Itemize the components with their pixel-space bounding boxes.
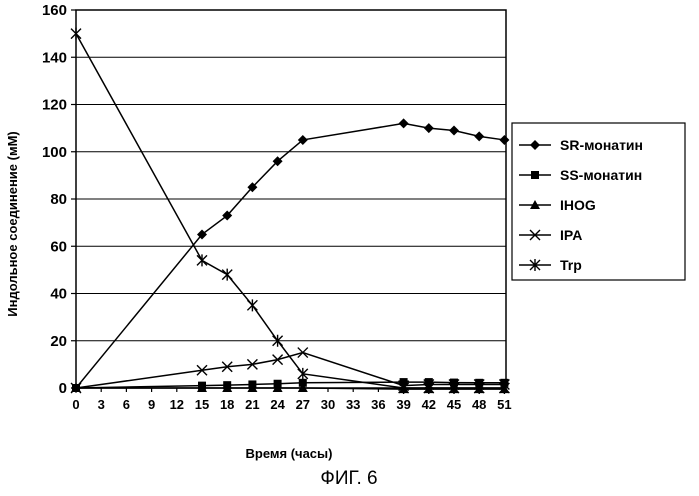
x-tick-label: 30	[321, 397, 335, 412]
x-tick-label: 39	[396, 397, 410, 412]
x-tick-label: 33	[346, 397, 360, 412]
y-axis: 0 20 40 60 80 100 120 140 160	[42, 2, 76, 397]
legend-marker	[531, 171, 539, 179]
data-point	[499, 135, 509, 145]
series-1	[71, 118, 509, 393]
y-tick-label: 100	[42, 144, 67, 161]
figure-caption: ФИГ. 6	[320, 468, 377, 489]
y-tick-label: 120	[42, 97, 67, 114]
y-tick-label: 160	[42, 2, 67, 19]
y-tick-label: 60	[50, 238, 67, 255]
x-tick-label: 12	[170, 397, 184, 412]
data-point	[222, 269, 232, 281]
x-tick-label: 36	[371, 397, 385, 412]
y-tick-label: 0	[59, 380, 67, 397]
x-tick-label: 45	[447, 397, 461, 412]
series-line	[76, 123, 504, 388]
x-tick-label: 6	[123, 397, 130, 412]
legend: SR-монатин SS-монатин IHOG IPA Trp	[512, 123, 685, 280]
x-tick-label: 18	[220, 397, 234, 412]
data-point	[449, 125, 459, 135]
x-axis-title: Время (часы)	[246, 446, 333, 461]
x-tick-label: 27	[296, 397, 310, 412]
figure: 020406080100120140160 036912151821242730…	[0, 0, 699, 491]
legend-label: IHOG	[560, 197, 596, 213]
data-point	[71, 28, 81, 40]
series-layer	[71, 28, 509, 394]
legend-label: SR-монатин	[560, 137, 643, 153]
data-point	[247, 299, 257, 311]
chart: 020406080100120140160 036912151821242730…	[0, 0, 699, 491]
legend-label: IPA	[560, 227, 582, 243]
data-point	[197, 254, 207, 266]
series-5	[71, 28, 509, 394]
y-tick-label: 140	[42, 49, 67, 66]
y-tick-label: 80	[50, 191, 67, 208]
data-point	[424, 123, 434, 133]
x-tick-label: 0	[72, 397, 79, 412]
y-tick-label: 20	[50, 333, 67, 350]
series-line	[76, 34, 504, 388]
x-tick-label: 51	[497, 397, 511, 412]
grid-layer	[76, 57, 506, 341]
data-point	[298, 348, 308, 358]
x-tick-label: 9	[148, 397, 155, 412]
legend-label: SS-монатин	[560, 167, 642, 183]
y-tick-label: 40	[50, 286, 67, 303]
legend-label: Trp	[560, 257, 582, 273]
x-tick-label: 21	[245, 397, 259, 412]
x-tick-label: 3	[98, 397, 105, 412]
data-point	[399, 118, 409, 128]
x-axis: 03691215182124273033363942454851	[72, 388, 511, 412]
x-tick-label: 15	[195, 397, 209, 412]
y-axis-title: Индольное соединение (мМ)	[5, 131, 20, 316]
x-tick-label: 42	[422, 397, 436, 412]
data-point	[474, 131, 484, 141]
x-tick-label: 48	[472, 397, 486, 412]
x-tick-label: 24	[270, 397, 285, 412]
